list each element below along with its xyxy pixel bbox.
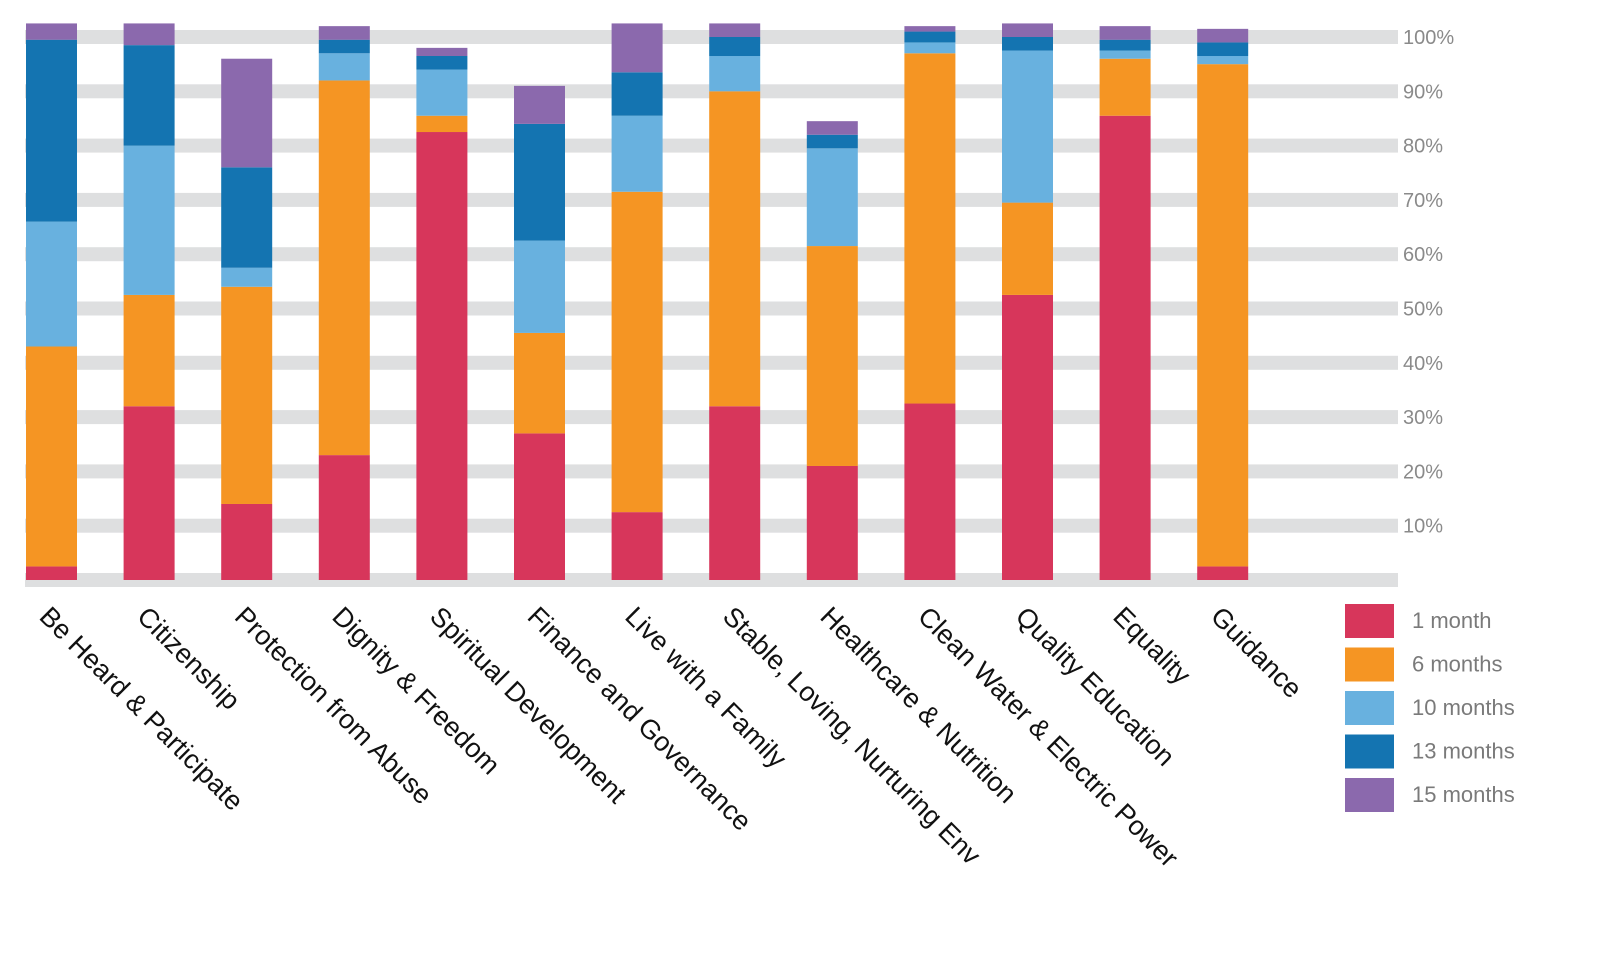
y-tick-label: 10% <box>1403 516 1443 538</box>
bar-segment <box>318 80 370 456</box>
bar-segment <box>709 56 761 92</box>
bar-segment <box>806 148 858 247</box>
x-category-label: Protection from Abuse <box>229 601 438 810</box>
bar-segment <box>26 23 77 40</box>
bar-segment <box>1099 39 1151 51</box>
bar-segment <box>1099 50 1151 59</box>
y-tick-label: 30% <box>1403 407 1443 429</box>
bars <box>26 23 1249 581</box>
bar-segment <box>611 191 663 513</box>
legend-swatch <box>1345 647 1394 682</box>
bar-segment <box>1099 26 1151 40</box>
bar-segment <box>611 115 663 192</box>
y-tick-label: 40% <box>1403 353 1443 375</box>
bar-segment <box>514 85 565 124</box>
bar-segment <box>26 39 77 222</box>
bar-segment <box>123 145 175 295</box>
legend: 1 month 6 months 10 months 13 months 15 mont… <box>1345 604 1515 812</box>
bar-segment <box>318 53 370 81</box>
legend-label: 1 month <box>1412 608 1492 633</box>
bar-segment <box>123 406 175 580</box>
y-tick-label: 60% <box>1403 244 1443 266</box>
y-tick-label: 80% <box>1403 136 1443 158</box>
bar-segment <box>416 69 468 116</box>
bar-segment <box>1197 64 1249 567</box>
x-category-label: Be Heard & Participate <box>34 601 249 816</box>
bar-segment <box>221 503 273 580</box>
bar-segment <box>904 42 956 54</box>
bar-segment <box>123 294 175 407</box>
bar-segment <box>514 332 565 434</box>
bar-segment <box>904 403 956 580</box>
bar-segment <box>1099 115 1151 581</box>
bar-segment <box>709 91 761 407</box>
legend-label: 6 months <box>1412 652 1503 677</box>
x-category-label: Live with a Family <box>619 601 792 774</box>
bar-segment <box>709 23 761 37</box>
x-category-label: Healthcare & Nutrition <box>815 601 1023 809</box>
bar-segment <box>416 132 468 580</box>
y-tick-label: 20% <box>1403 461 1443 483</box>
bar-segment <box>416 115 468 133</box>
bar-segment <box>123 45 175 146</box>
bar-segment <box>1197 566 1249 580</box>
legend-label: 10 months <box>1412 695 1515 720</box>
bar-segment <box>26 346 77 567</box>
y-tick-label: 70% <box>1403 190 1443 212</box>
bar-segment <box>318 26 370 40</box>
legend-swatch <box>1345 691 1394 725</box>
bar-segment <box>1002 23 1053 37</box>
bar-segment <box>416 47 468 57</box>
bar-segment <box>514 123 565 241</box>
bar-segment <box>416 56 468 70</box>
bar-segment <box>806 246 858 466</box>
x-axis-labels: Be Heard & ParticipateCitizenshipProtect… <box>34 601 1308 873</box>
bar-segment <box>709 406 761 580</box>
bar-segment <box>318 39 370 54</box>
bar-segment <box>221 58 273 168</box>
legend-label: 15 months <box>1412 782 1515 807</box>
x-category-label: Equality <box>1107 601 1196 690</box>
bar-segment <box>514 240 565 333</box>
x-category-label: Spiritual Development <box>424 601 632 809</box>
y-tick-label: 90% <box>1403 81 1443 103</box>
bar-segment <box>221 286 273 504</box>
legend-swatch <box>1345 604 1394 638</box>
x-category-label: Dignity & Freedom <box>327 601 506 780</box>
bar-segment <box>904 26 956 32</box>
bar-segment <box>611 23 663 73</box>
x-category-label: Guidance <box>1205 601 1308 704</box>
bar-segment <box>806 121 858 135</box>
bar-segment <box>221 167 273 268</box>
bar-segment <box>514 433 565 580</box>
bar-segment <box>123 23 175 46</box>
bar-segment <box>1197 56 1249 65</box>
legend-swatch <box>1345 734 1394 769</box>
y-tick-label: 100% <box>1403 27 1454 49</box>
bar-segment <box>806 134 858 149</box>
bar-segment <box>611 512 663 580</box>
bar-segment <box>1002 202 1053 295</box>
bar-segment <box>318 455 370 580</box>
bar-segment <box>1099 58 1151 116</box>
bar-segment <box>806 465 858 580</box>
bar-segment <box>221 267 273 287</box>
legend-label: 13 months <box>1412 739 1515 764</box>
bar-segment <box>1197 42 1249 57</box>
bar-segment <box>1002 37 1053 51</box>
bar-segment <box>709 37 761 57</box>
bar-segment <box>26 221 77 347</box>
bar-segment <box>1197 28 1249 43</box>
y-axis-ticks: 10% 20% 30% 40% 50% 60% 70% 80% 90% 100% <box>1403 27 1454 538</box>
bar-segment <box>611 72 663 116</box>
bar-segment <box>1002 50 1053 203</box>
bar-segment <box>904 31 956 43</box>
legend-swatch <box>1345 778 1394 812</box>
bar-segment <box>26 566 77 580</box>
bar-segment <box>1002 294 1053 580</box>
y-tick-label: 50% <box>1403 299 1443 321</box>
bar-segment <box>904 53 956 404</box>
